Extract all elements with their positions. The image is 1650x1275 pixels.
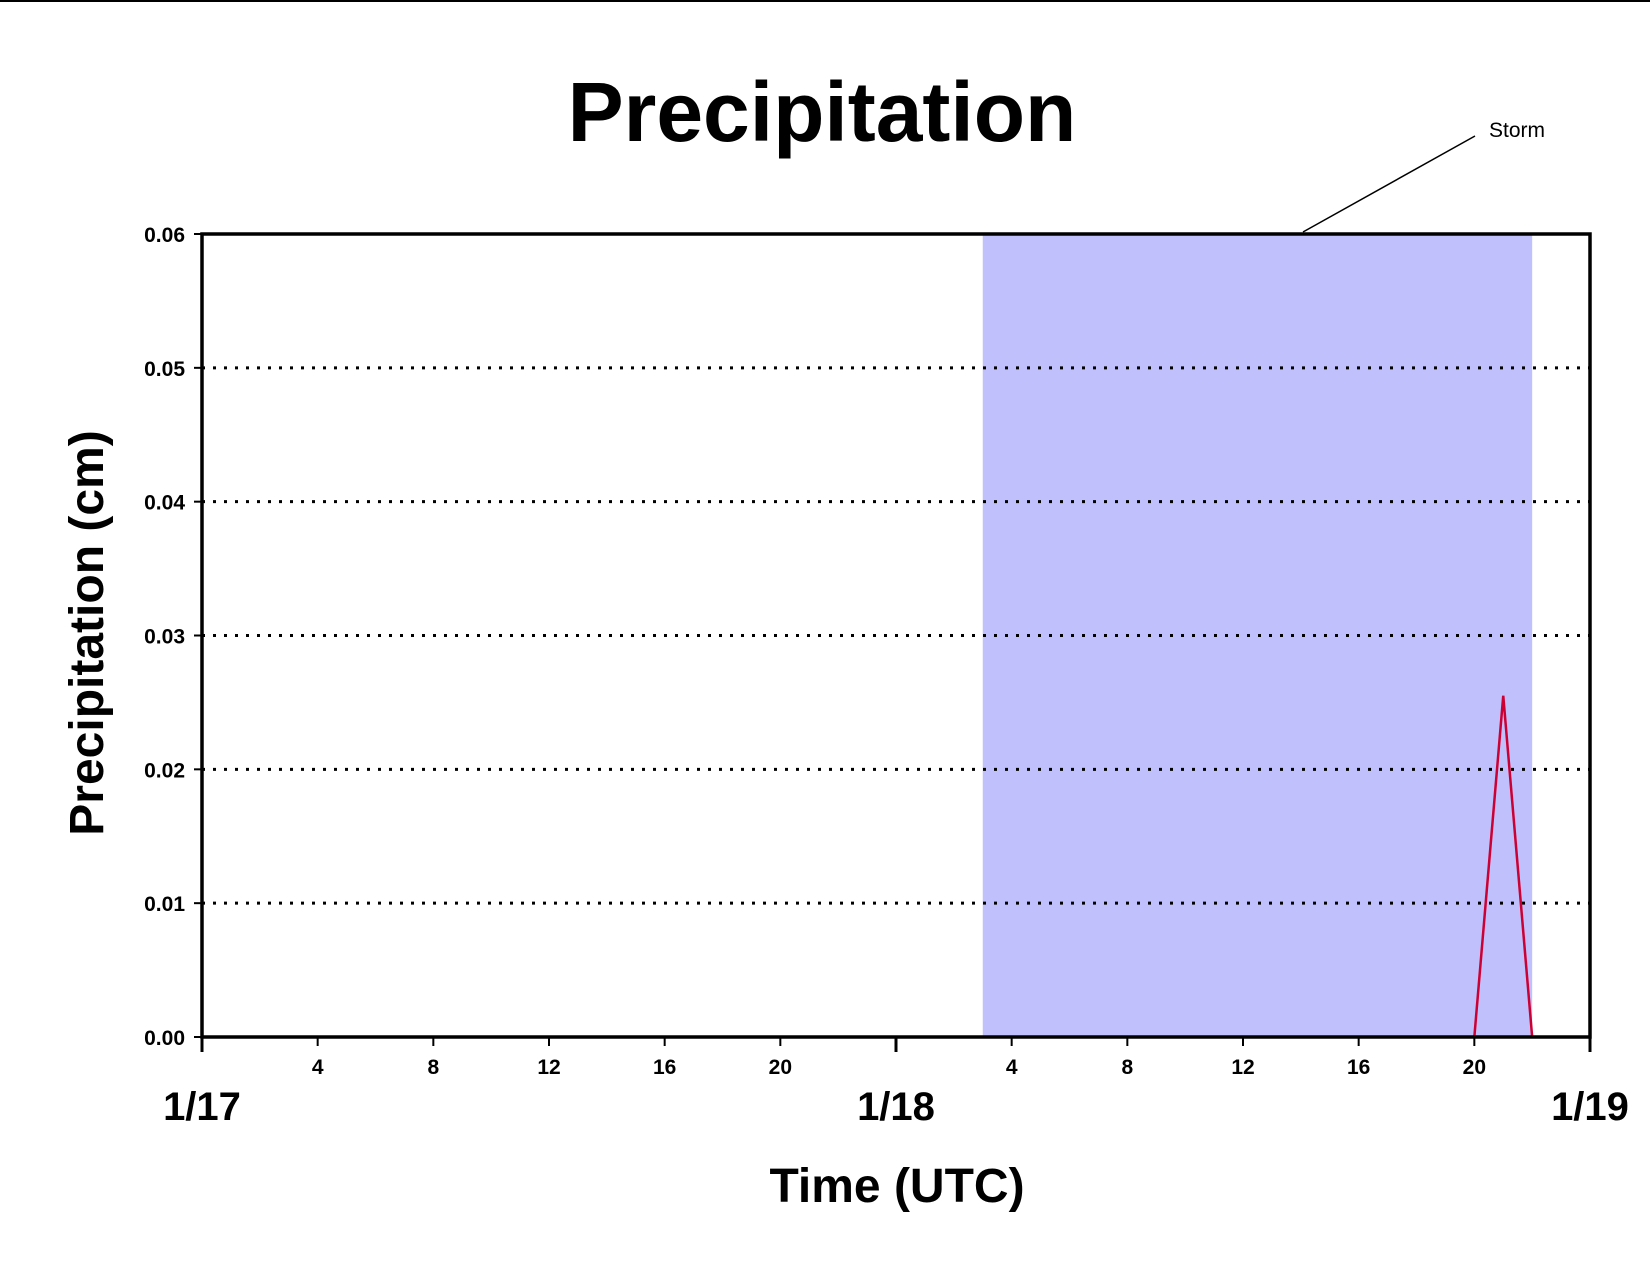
hour-tick-label: 16 — [653, 1056, 676, 1079]
date-tick-label: 1/18 — [857, 1085, 935, 1129]
y-tick-label: 0.03 — [144, 626, 185, 649]
storm-annotation-label: Storm — [1489, 119, 1545, 142]
chart-title: Precipitation — [568, 65, 1077, 159]
storm-annotation-leader — [1302, 135, 1476, 233]
hour-tick-label: 8 — [427, 1056, 439, 1079]
hour-tick-label: 4 — [312, 1056, 324, 1079]
storm-shaded-band — [982, 234, 1533, 1037]
hour-tick-label: 16 — [1347, 1056, 1370, 1079]
y-tick-label: 0.00 — [144, 1027, 185, 1050]
y-tick-label: 0.05 — [144, 358, 185, 381]
x-axis-ticks: 4 8 12 16 20 4 8 12 16 20 1/17 1/18 1/19 — [163, 1037, 1629, 1129]
date-tick-label: 1/19 — [1551, 1085, 1629, 1129]
y-axis-title: Precipitation (cm) — [61, 430, 114, 835]
y-tick-label: 0.06 — [144, 224, 185, 247]
hour-tick-label: 12 — [1231, 1056, 1254, 1079]
hour-tick-label: 20 — [1463, 1056, 1486, 1079]
plot-frame — [200, 232, 1592, 1039]
hour-tick-label: 20 — [769, 1056, 792, 1079]
y-tick-label: 0.04 — [144, 492, 185, 515]
y-tick-label: 0.02 — [144, 759, 185, 782]
x-axis-title: Time (UTC) — [769, 1160, 1024, 1213]
date-tick-label: 1/17 — [163, 1085, 241, 1129]
hour-tick-label: 12 — [537, 1056, 560, 1079]
y-tick-label: 0.01 — [144, 893, 185, 916]
gridlines — [202, 366, 1590, 905]
hour-tick-label: 4 — [1006, 1056, 1018, 1079]
hour-tick-label: 8 — [1121, 1056, 1133, 1079]
y-axis-ticks: 0.00 0.01 0.02 0.03 0.04 0.05 0.06 — [144, 224, 202, 1050]
